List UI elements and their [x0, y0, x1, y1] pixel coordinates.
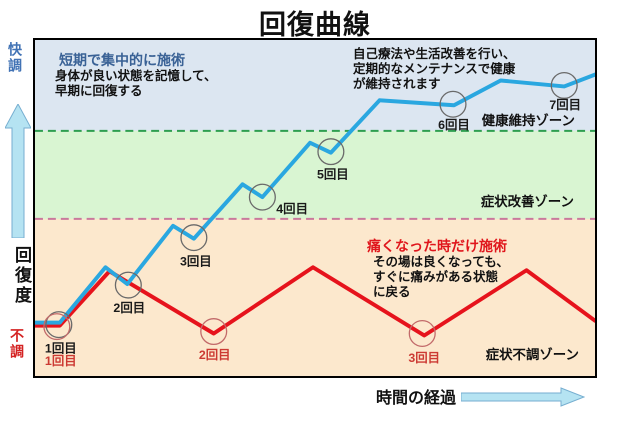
right-arrow-icon [461, 387, 585, 407]
session-label: 3回目 [408, 351, 440, 365]
up-arrow-icon [5, 104, 31, 238]
session-marker [550, 71, 578, 99]
annotation-pain-only-heading: 痛くなった時だけ施術 [367, 238, 507, 254]
zone-label: 症状改善ゾーン [481, 193, 574, 209]
y-axis-bottom-label: 不調 [9, 328, 25, 360]
annotation-pain-only-line: すぐに痛みがある状態 [373, 270, 499, 284]
annotation-pain-only: 痛くなった時だけ施術 その場は良くなっても、 すぐに痛みがある状態 に戻る [367, 239, 509, 300]
zone-label: 健康維持ゾーン [482, 112, 575, 128]
session-marker [317, 138, 345, 166]
session-marker [114, 271, 142, 299]
page-title: 回復曲線 [259, 10, 371, 40]
y-axis-top-label: 快調 [7, 42, 23, 74]
session-label: 1回目 [45, 354, 77, 368]
annotation-maintenance-line: が維持されます [353, 77, 441, 91]
session-label: 1回目 [45, 341, 77, 355]
session-label: 4回目 [276, 202, 308, 216]
annotation-maintenance: 自己療法や生活改善を行い、 定期的なメンテナンスで健康 が維持されます [353, 47, 516, 92]
annotation-intensive-line: 早期に回復する [55, 84, 143, 98]
zone-band [35, 40, 595, 131]
annotation-intensive-heading: 短期で集中的に施術 [59, 52, 185, 68]
annotation-maintenance-line: 定期的なメンテナンスで健康 [353, 62, 516, 76]
zone-label: 症状不調ゾーン [486, 346, 579, 362]
session-label: 3回目 [180, 254, 212, 268]
session-label: 2回目 [113, 301, 145, 315]
session-marker [180, 224, 208, 252]
annotation-pain-only-line: その場は良くなっても、 [373, 255, 509, 269]
session-marker [439, 90, 467, 118]
annotation-intensive-line: 身体が良い状態を記憶して、 [55, 69, 217, 83]
session-marker [248, 183, 276, 211]
session-marker [45, 311, 73, 339]
annotation-maintenance-line: 自己療法や生活改善を行い、 [353, 47, 516, 61]
annotation-pain-only-line: に戻る [373, 285, 411, 299]
chart-area: 1回目 2回目 3回目 4回目 5回目 6回目 7回目 1回目 2回目 3回目 健康維持ゾーン 症状改… [33, 38, 597, 378]
series-line [35, 72, 595, 325]
recovery-chart-svg: 1回目 2回目 3回目 4回目 5回目 6回目 7回目 1回目 2回目 3回目 健康維持ゾーン症状改… [35, 40, 595, 376]
annotation-intensive-care: 短期で集中的に施術 身体が良い状態を記憶して、 早期に回復する [55, 53, 217, 99]
session-label: 5回目 [317, 167, 349, 181]
session-label: 6回目 [438, 118, 470, 132]
x-axis-title: 時間の経過 [376, 390, 457, 407]
session-marker [43, 313, 71, 341]
y-axis-title: 回復度 [12, 246, 31, 306]
session-label: 7回目 [549, 98, 581, 112]
session-marker [408, 320, 436, 347]
session-marker [200, 318, 228, 346]
session-label: 2回目 [199, 348, 231, 362]
